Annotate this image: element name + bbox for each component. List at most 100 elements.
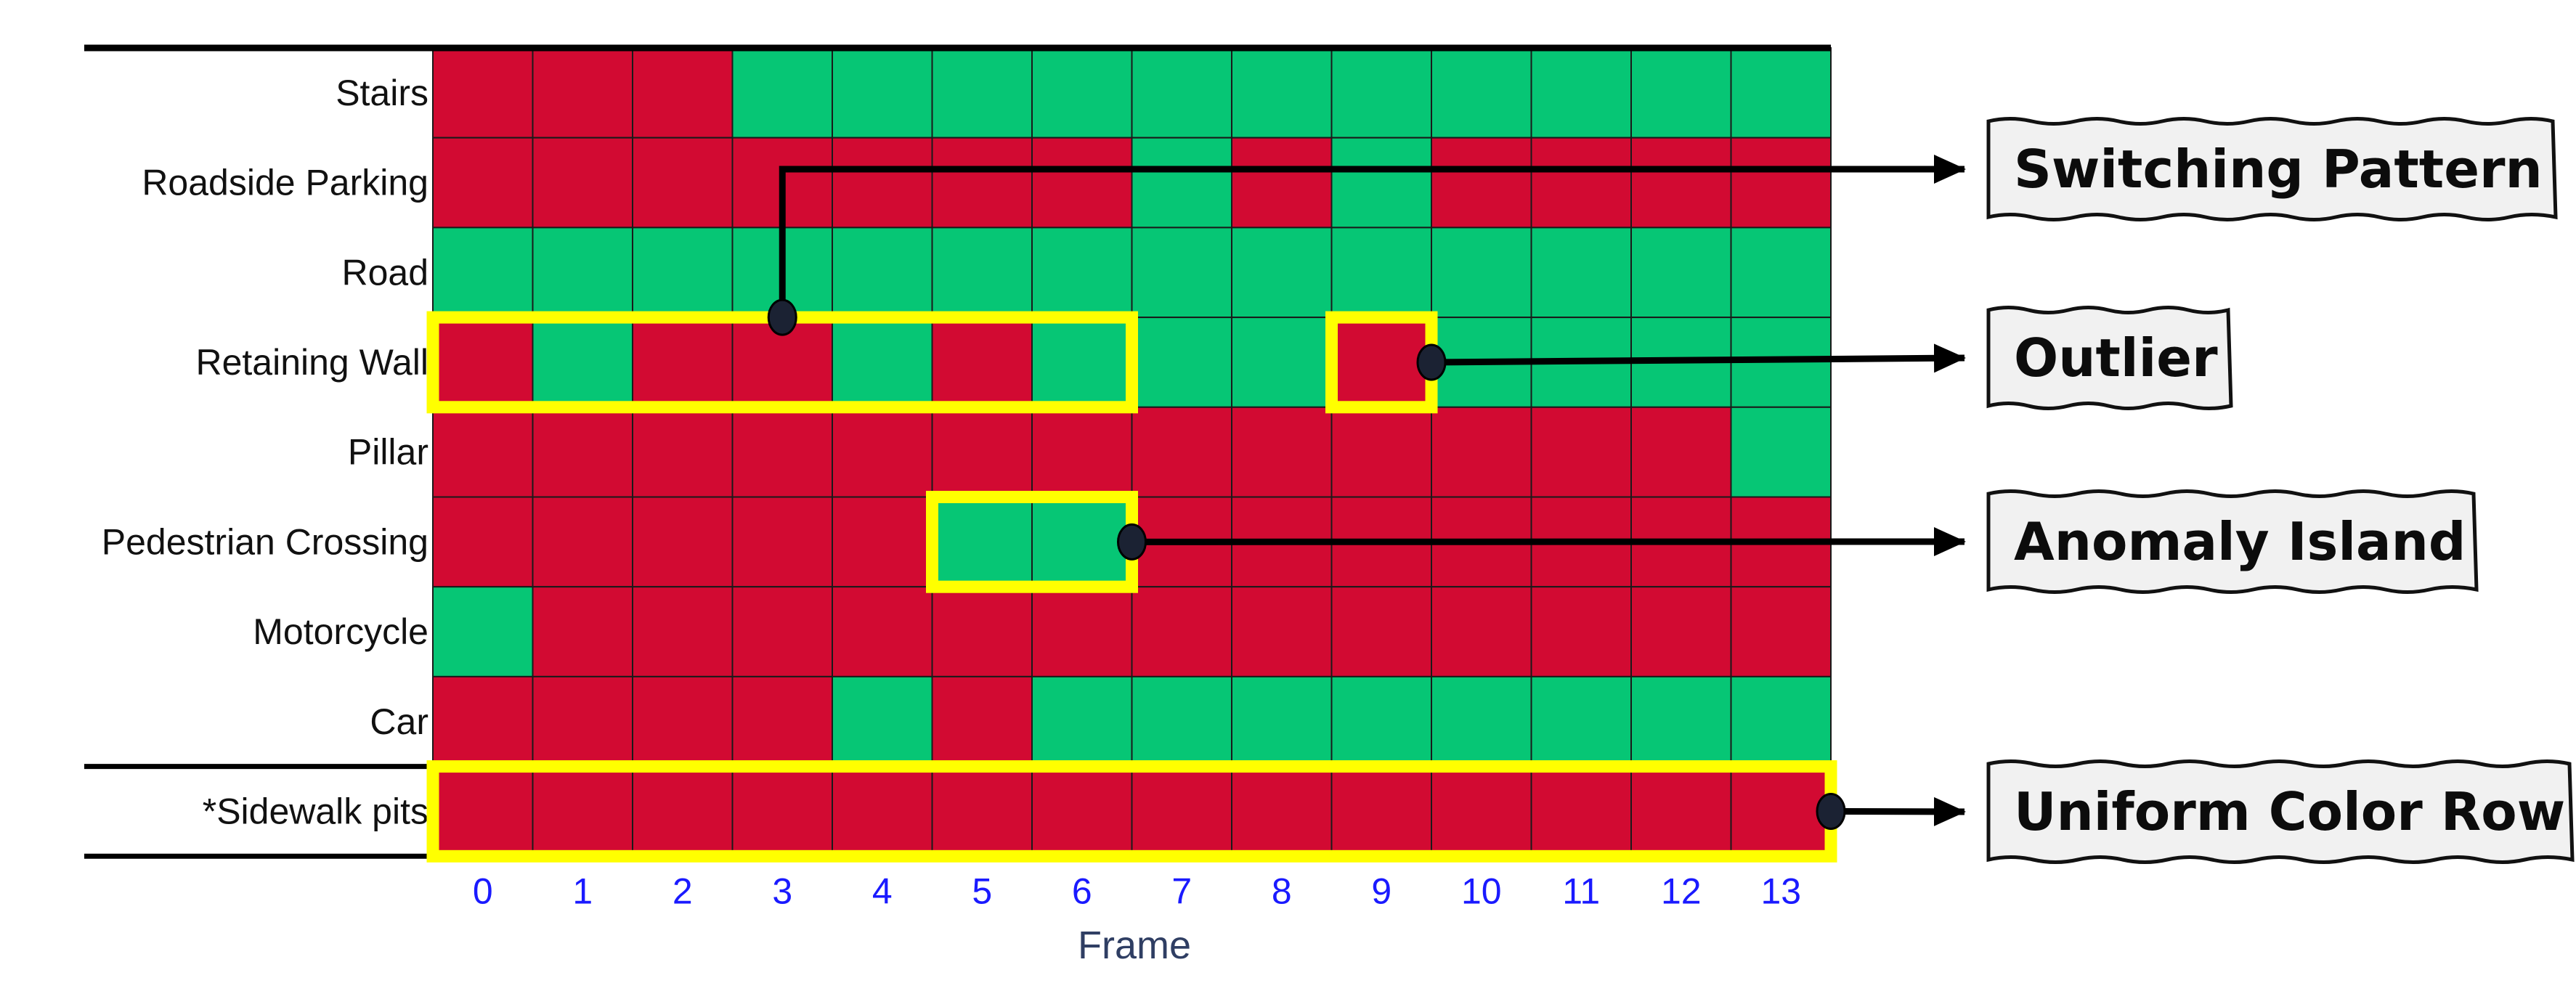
row-label-car: Car: [370, 701, 428, 742]
heatmap-cell: [1730, 137, 1832, 229]
callout-label-uniform-color-row: Uniform Color Row: [2014, 781, 2565, 842]
callout-arrow: [1830, 796, 1966, 826]
heatmap-cell: [532, 496, 633, 588]
heatmap-cell: [1730, 406, 1832, 498]
heatmap-cell: [1431, 586, 1532, 677]
heatmap-cell: [1530, 586, 1632, 677]
heatmap-cell: [1630, 586, 1732, 677]
heatmap-cell: [532, 137, 633, 229]
heatmap-cell: [632, 137, 734, 229]
heatmap-cell: [931, 765, 1033, 857]
callout-anchor-dot: [1816, 792, 1846, 830]
heatmap-cell: [1431, 675, 1532, 767]
heatmap-cell: [1131, 47, 1232, 139]
callouts: Switching Pattern Outlier Anomaly Island Un…: [767, 117, 2575, 864]
heatmap-cell: [532, 47, 633, 139]
heatmap-cell: [1231, 47, 1333, 139]
heatmap-cell: [432, 765, 534, 857]
heatmap-cell: [532, 317, 633, 408]
callout-anchor-dot: [1117, 523, 1147, 561]
row-label-retaining-wall: Retaining Wall: [195, 342, 428, 383]
heatmap-cell: [1031, 317, 1133, 408]
row-label-motorcycle: Motorcycle: [253, 611, 428, 652]
heatmap-cell: [632, 227, 734, 319]
heatmap-cell: [1131, 317, 1232, 408]
x-tick-label: 1: [572, 871, 593, 911]
heatmap-cell: [1031, 47, 1133, 139]
heatmap-cell: [632, 406, 734, 498]
heatmap-cell: [1231, 406, 1333, 498]
heatmap-cell: [731, 496, 833, 588]
heatmap-cell: [1730, 675, 1832, 767]
heatmap-cell: [1630, 765, 1732, 857]
callout-box: [1986, 117, 2558, 221]
heatmap-cell: [632, 586, 734, 677]
heatmap-cell: [1031, 137, 1133, 229]
heatmap-cell: [432, 586, 534, 677]
heatmap-cell: [532, 406, 633, 498]
x-tick-labels: 0 1 2 3 4 5 6 7 8 9 10 11 12 13: [473, 871, 1801, 911]
x-tick-label: 12: [1661, 871, 1702, 911]
row-labels: Stairs Roadside Parking Road Retaining Wall…: [102, 73, 428, 832]
x-tick-label: 13: [1760, 871, 1801, 911]
heatmap-cell: [1530, 406, 1632, 498]
heatmap-cell: [1330, 406, 1432, 498]
heatmap-cell: [1330, 765, 1432, 857]
heatmap-cell: [832, 406, 933, 498]
heatmap-cell: [931, 317, 1033, 408]
heatmap-cell: [1231, 227, 1333, 319]
callout-arrow: [779, 155, 1966, 318]
heatmap-cell: [1231, 137, 1333, 229]
heatmap-grid: [84, 44, 1832, 859]
heatmap-cell: [1630, 227, 1732, 319]
x-axis-title: Frame: [1078, 924, 1191, 967]
heatmap-cell: [632, 47, 734, 139]
heatmap-cell: [632, 496, 734, 588]
heatmap-cell: [1431, 406, 1532, 498]
x-tick-label: 5: [972, 871, 992, 911]
heatmap-cell: [1730, 586, 1832, 677]
heatmap-cell: [1431, 47, 1532, 139]
heatmap-cell: [1530, 227, 1632, 319]
heatmap-cell: [931, 406, 1033, 498]
heatmap-cell: [1231, 317, 1333, 408]
heatmap-cell: [1530, 765, 1632, 857]
heatmap-cell: [432, 675, 534, 767]
heatmap-cell: [1431, 137, 1532, 229]
heatmap-cell: [432, 227, 534, 319]
heatmap-cell: [1031, 496, 1133, 588]
heatmap-cell: [532, 765, 633, 857]
heatmap-cell: [1630, 406, 1732, 498]
x-tick-label: 7: [1171, 871, 1192, 911]
heatmap-cell: [832, 675, 933, 767]
heatmap-cell: [1630, 47, 1732, 139]
heatmap-cell: [1630, 675, 1732, 767]
heatmap-cell: [832, 765, 933, 857]
heatmap-cell: [1630, 137, 1732, 229]
heatmap-cell: [432, 47, 534, 139]
heatmap-cell: [731, 765, 833, 857]
heatmap-cell: [1131, 137, 1232, 229]
heatmap-cell: [1730, 765, 1832, 857]
heatmap-cell: [931, 496, 1033, 588]
heatmap-cell: [1031, 765, 1133, 857]
heatmap-cell: [432, 496, 534, 588]
row-label-pedestrian-crossing: Pedestrian Crossing: [102, 521, 428, 562]
heatmap-cell: [931, 227, 1033, 319]
callout-box: [1986, 306, 2233, 410]
x-tick-label: 2: [673, 871, 693, 911]
heatmap-cell: [1131, 586, 1232, 677]
callout-box: [1986, 489, 2479, 594]
callout-label-switching-pattern: Switching Pattern: [2014, 139, 2543, 200]
heatmap-cell: [632, 317, 734, 408]
callout-label-outlier: Outlier: [2014, 327, 2218, 388]
heatmap-cell: [931, 586, 1033, 677]
heatmap-cell: [832, 137, 933, 229]
x-tick-label: 11: [1562, 871, 1600, 911]
heatmap-cell: [1231, 765, 1333, 857]
heatmap-cell: [931, 47, 1033, 139]
heatmap-cell: [532, 227, 633, 319]
callout-anchor-dot: [1416, 343, 1447, 381]
x-tick-label: 10: [1461, 871, 1502, 911]
